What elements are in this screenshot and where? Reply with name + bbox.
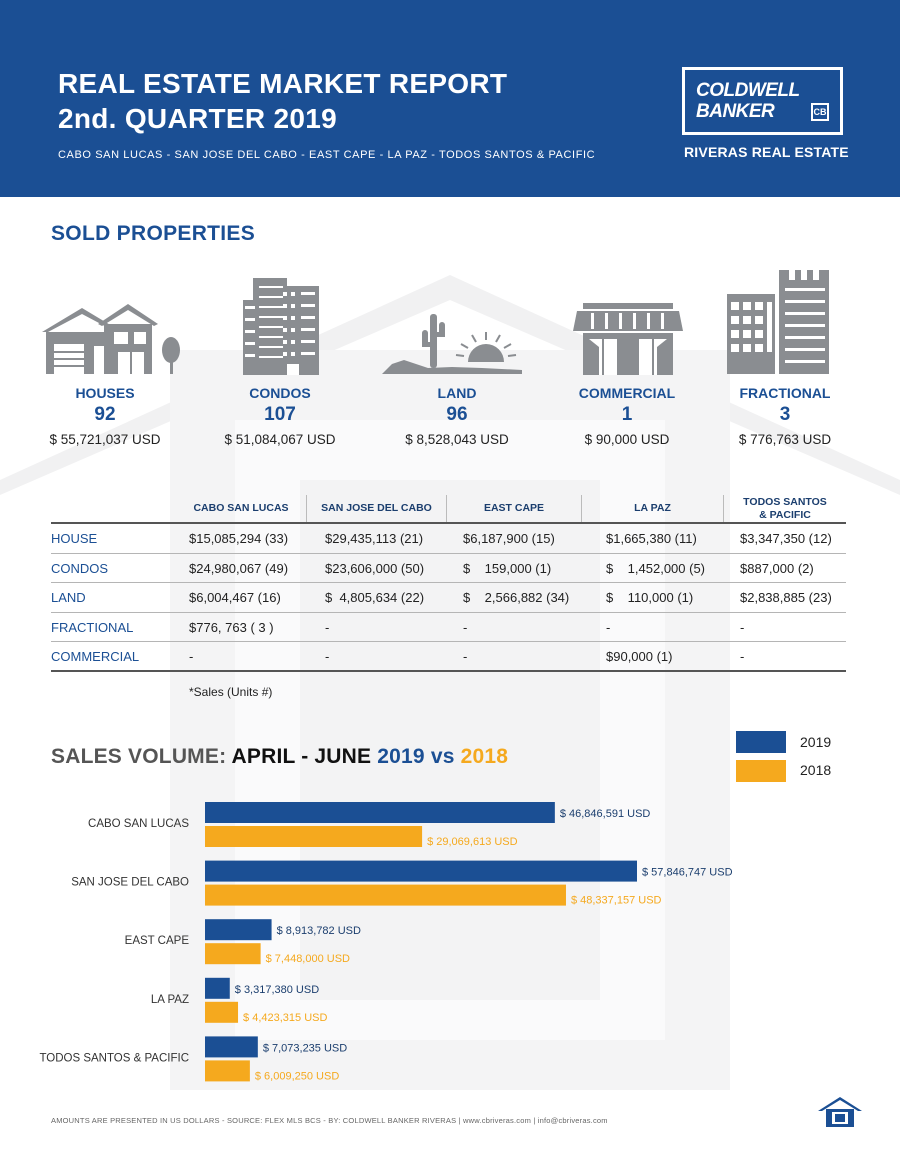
bar-2018 xyxy=(205,1001,239,1023)
category-label: LA PAZ xyxy=(151,994,189,1006)
bar-value-label-2019: $ 8,913,782 USD xyxy=(277,925,361,937)
category-label: SAN JOSE DEL CABO xyxy=(71,877,189,889)
sold-properties-title: SOLD PROPERTIES xyxy=(51,222,256,245)
row-label: COMMERCIAL xyxy=(51,649,140,665)
row-label: CONDOS xyxy=(51,560,109,576)
row-label: LAND xyxy=(51,590,86,606)
bar-2019 xyxy=(205,919,272,941)
row-label: HOUSE xyxy=(51,531,98,546)
bar-value-label-2019: $ 57,846,747 USD xyxy=(642,867,733,879)
bar-2019 xyxy=(205,860,637,882)
bar-value-label-2019: $ 3,317,380 USD xyxy=(235,984,319,996)
category-label: TODOS SANTOS & PACIFIC xyxy=(39,1052,189,1064)
bar-value-label-2019: $ 7,073,235 USD xyxy=(263,1042,347,1054)
logo-cb-mark: CB xyxy=(811,103,829,121)
report-subtitle: CABO SAN LUCAS - SAN JOSE DEL CABO - EAS… xyxy=(58,149,596,161)
bar-value-label-2018: $ 4,423,315 USD xyxy=(243,1012,327,1024)
legend-label-2018: 2018 xyxy=(800,762,832,778)
report-title-line2: 2nd. QUARTER 2019 xyxy=(58,103,337,134)
bar-value-label-2018: $ 48,337,157 USD xyxy=(571,895,662,907)
table-cell: $3,347,350 (12) xyxy=(740,531,832,546)
bar-2018 xyxy=(205,826,423,847)
legend-swatch-2019 xyxy=(736,731,786,753)
table-cell: - xyxy=(740,619,745,635)
report-title-line1: REAL ESTATE MARKET REPORT xyxy=(58,68,508,99)
bar-2019 xyxy=(205,802,555,823)
category-label: EAST CAPE xyxy=(125,935,190,947)
legend-label-2019: 2019 xyxy=(800,734,832,750)
table-cell: $887,000 (2) xyxy=(740,560,814,576)
bar-2018 xyxy=(205,943,261,965)
legend-swatch-2018 xyxy=(736,760,786,782)
logo-text-line2: BANKER xyxy=(696,101,775,122)
coldwell-banker-logo: COLDWELL BANKER CB xyxy=(682,67,843,135)
bar-value-label-2018: $ 6,009,250 USD xyxy=(255,1070,339,1082)
bar-value-label-2018: $ 29,069,613 USD xyxy=(427,836,518,848)
cb-house-footer-icon xyxy=(818,1097,862,1127)
table-cell: - xyxy=(740,649,745,665)
bar-2019 xyxy=(205,1036,258,1058)
footer-note: AMOUNTS ARE PRESENTED IN US DOLLARS - SO… xyxy=(51,1116,608,1125)
table-cell: $2,838,885 (23) xyxy=(740,590,832,606)
category-label: CABO SAN LUCAS xyxy=(88,818,189,830)
office-name: RIVERAS REAL ESTATE xyxy=(684,144,849,160)
logo-text-line1: COLDWELL xyxy=(696,80,800,101)
bar-value-label-2019: $ 46,846,591 USD xyxy=(560,808,651,820)
bar-2019 xyxy=(205,977,230,999)
col-header-todos-santos: TODOS SANTOS & PACIFIC xyxy=(723,495,846,522)
bar-2018 xyxy=(205,1060,250,1082)
bar-value-label-2018: $ 7,448,000 USD xyxy=(266,953,350,965)
row-label: FRACTIONAL xyxy=(51,619,134,635)
bar-2018 xyxy=(205,884,566,906)
report-header: REAL ESTATE MARKET REPORT 2nd. QUARTER 2… xyxy=(0,0,900,197)
